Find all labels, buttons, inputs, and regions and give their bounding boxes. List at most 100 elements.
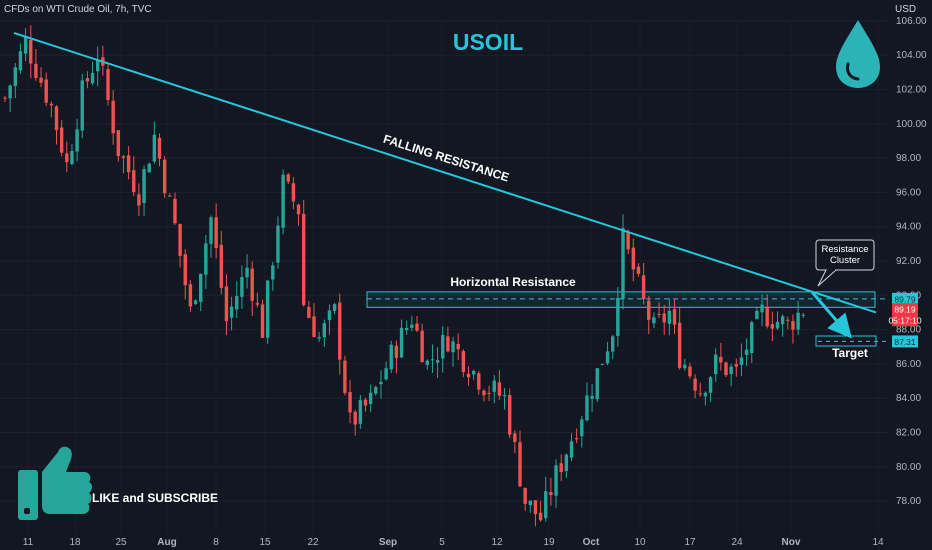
candle-body xyxy=(435,360,440,363)
candle-body xyxy=(641,275,646,300)
candle-body xyxy=(224,286,229,322)
candle-body xyxy=(389,344,393,370)
candle-body xyxy=(116,130,120,156)
candle-body xyxy=(667,310,672,324)
candle-body xyxy=(214,217,218,248)
candle-body xyxy=(770,324,775,329)
candle-body xyxy=(451,341,455,353)
price-tag-text: 89.79 xyxy=(894,294,916,304)
candle-body xyxy=(590,395,594,399)
candle-body xyxy=(621,228,625,300)
price-tick-label: 96.00 xyxy=(896,187,921,198)
candle-body xyxy=(502,395,507,397)
candle-body xyxy=(132,170,136,192)
currency-label: USD xyxy=(895,4,917,15)
symbol-header: CFDs on WTI Crude Oil, 7h, TVC xyxy=(4,4,152,15)
candle-body xyxy=(755,310,759,319)
candle-body xyxy=(193,300,198,304)
candle-body xyxy=(647,300,651,320)
time-tick-label: 25 xyxy=(115,537,127,548)
candle-body xyxy=(636,266,641,274)
candle-body xyxy=(399,327,404,358)
candle-body xyxy=(410,324,414,328)
candle-body xyxy=(54,106,59,131)
candle-body xyxy=(240,276,244,297)
time-tick-label: Oct xyxy=(583,537,600,548)
candle-body xyxy=(173,198,177,224)
time-tick-label: 22 xyxy=(307,537,319,548)
candle-body xyxy=(714,354,718,375)
candle-body xyxy=(477,373,481,390)
candle-body xyxy=(595,368,599,400)
time-tick-label: 24 xyxy=(731,537,743,548)
candles xyxy=(3,25,805,527)
candle-body xyxy=(760,304,764,313)
candle-body xyxy=(446,336,450,352)
candle-body xyxy=(152,134,157,162)
candle-body xyxy=(580,419,584,437)
horizontal-resistance-zone xyxy=(366,291,888,342)
candle-body xyxy=(744,349,749,355)
time-tick-label: 17 xyxy=(684,537,696,548)
price-tick-label: 88.00 xyxy=(896,325,921,336)
candle-body xyxy=(796,312,800,330)
candle-body xyxy=(672,309,677,325)
candle-body xyxy=(80,80,84,131)
candle-body xyxy=(147,163,151,173)
candle-body xyxy=(657,313,661,315)
price-tag xyxy=(892,292,918,305)
candle-body xyxy=(513,433,517,442)
candle-body xyxy=(111,100,115,134)
candle-body xyxy=(487,392,491,394)
candle-body xyxy=(126,155,131,173)
candle-body xyxy=(39,77,43,83)
candle-body xyxy=(533,500,538,515)
candle-body xyxy=(157,137,162,159)
candle-body xyxy=(461,351,466,373)
candle-body xyxy=(178,223,182,256)
candle-body xyxy=(466,373,471,378)
candle-body xyxy=(574,438,579,440)
candle-body xyxy=(106,69,110,101)
cta-text: LIKE and SUBSCRIBE xyxy=(92,491,218,505)
candle-body xyxy=(44,79,48,103)
candle-body xyxy=(49,103,54,106)
candle-body xyxy=(65,153,69,163)
candle-body xyxy=(569,441,574,458)
candle-body xyxy=(348,392,352,413)
time-tick-label: Sep xyxy=(379,537,397,548)
price-tick-label: 106.00 xyxy=(896,16,927,27)
candle-body xyxy=(441,335,445,359)
time-axis[interactable]: 11 18 25 Aug 8 15 22 Sep 5 12 19 Oct 10 17 24 Nov 14 xyxy=(23,537,884,548)
candle-body xyxy=(559,463,563,472)
time-tick-label: 18 xyxy=(69,537,81,548)
candle-body xyxy=(662,313,666,323)
candle-body xyxy=(549,491,553,496)
candle-body xyxy=(523,487,527,504)
candle-body xyxy=(544,491,548,519)
candle-body xyxy=(379,381,383,385)
candle-body xyxy=(611,336,615,352)
candle-body xyxy=(162,159,167,194)
candle-body xyxy=(199,273,203,302)
price-axis[interactable]: 78.0080.0082.0084.0086.0088.0090.0092.00… xyxy=(896,16,927,507)
candle-body xyxy=(677,322,682,368)
time-tick-label: Aug xyxy=(157,537,176,548)
candle-body xyxy=(3,97,7,99)
candle-body xyxy=(420,330,424,363)
candle-body xyxy=(750,322,754,353)
candle-body xyxy=(394,345,399,359)
candle-body xyxy=(296,204,301,215)
candle-body xyxy=(616,297,620,336)
price-tick-label: 100.00 xyxy=(896,119,927,130)
candle-body xyxy=(276,225,280,263)
candle-body xyxy=(384,368,388,380)
target-label: Target xyxy=(832,346,868,360)
candle-body xyxy=(724,362,728,376)
candle-body xyxy=(250,268,254,301)
candle-body xyxy=(229,306,234,318)
candle-body xyxy=(801,314,805,316)
candle-body xyxy=(90,73,95,84)
candle-body xyxy=(363,399,368,406)
price-tag-text: 87.31 xyxy=(894,337,916,347)
